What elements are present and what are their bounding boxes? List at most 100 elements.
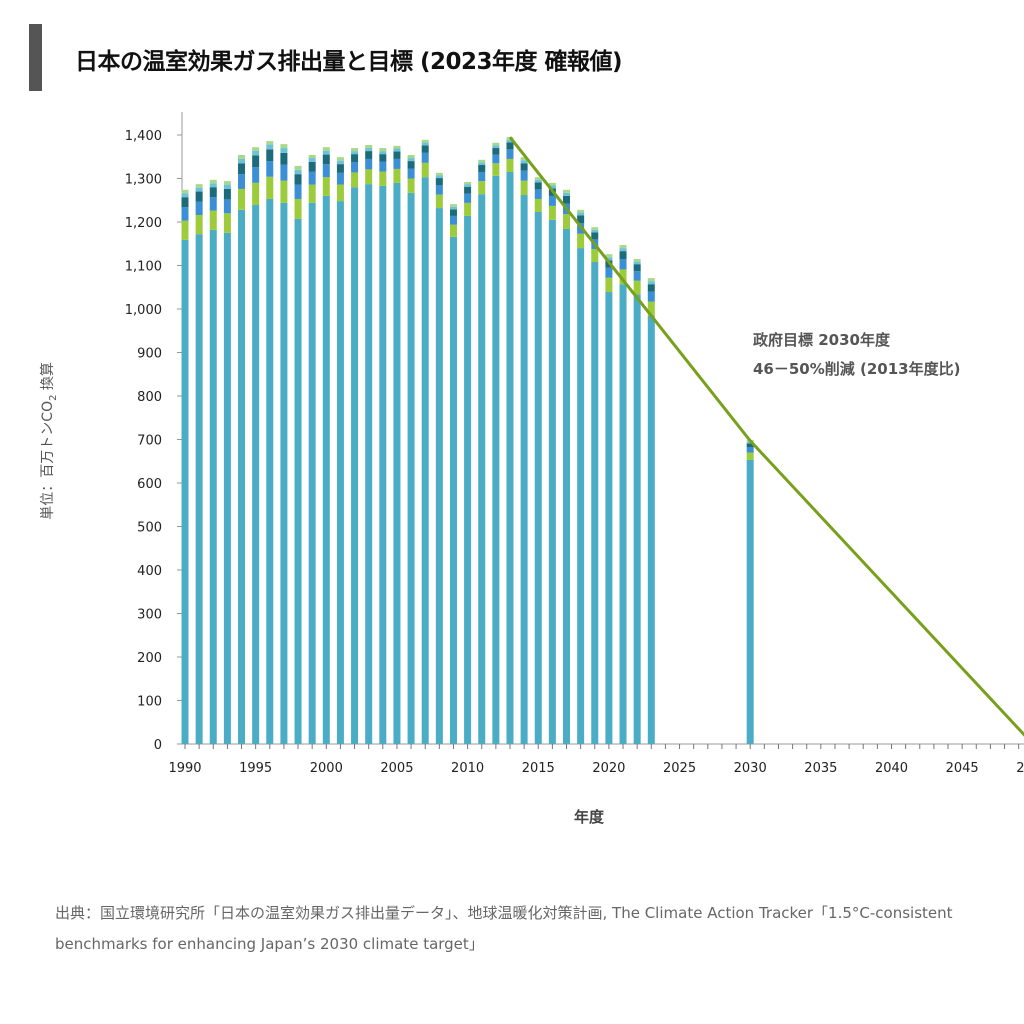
- y-axis-label-text: 単位：百万トンCO: [40, 400, 57, 520]
- bar-segment: [252, 167, 260, 183]
- bar-segment: [407, 178, 415, 193]
- bar-2021: [619, 245, 627, 744]
- y-tick-label: 1,200: [125, 216, 162, 231]
- x-tick-label: 1995: [239, 761, 272, 776]
- bar-segment: [492, 145, 500, 149]
- x-tick-label: 2035: [804, 761, 837, 776]
- bar-segment: [746, 443, 754, 448]
- bar-segment: [238, 174, 246, 189]
- bar-segment: [336, 164, 344, 173]
- bar-2006: [407, 155, 415, 745]
- bar-segment: [464, 181, 472, 185]
- bar-1996: [266, 141, 274, 744]
- x-tick-label: 2005: [380, 761, 413, 776]
- bar-2022: [633, 258, 641, 744]
- bar-segment: [294, 174, 302, 185]
- x-tick-label: 2015: [522, 761, 555, 776]
- bar-segment: [435, 175, 443, 179]
- bar-segment: [252, 182, 260, 206]
- bar-segment: [563, 192, 571, 196]
- bars: [181, 137, 754, 745]
- bar-segment: [181, 207, 189, 221]
- bar-segment: [393, 151, 401, 159]
- bar-1999: [308, 155, 316, 745]
- bar-2012: [492, 142, 500, 744]
- bar-segment: [449, 206, 457, 210]
- bar-2000: [322, 147, 330, 744]
- bar-segment: [308, 171, 316, 185]
- bar-segment: [351, 154, 359, 162]
- bar-segment: [407, 161, 415, 169]
- bar-segment: [421, 145, 429, 153]
- bar-segment: [294, 198, 302, 219]
- y-tick-label: 200: [137, 651, 162, 666]
- bar-segment: [478, 162, 486, 166]
- bar-2007: [421, 139, 429, 744]
- bar-segment: [223, 232, 231, 744]
- bar-segment: [577, 248, 585, 744]
- bar-segment: [322, 150, 330, 155]
- x-tick-label: 2040: [875, 761, 908, 776]
- bar-segment: [266, 149, 274, 162]
- bar-segment: [322, 177, 330, 196]
- bar-segment: [449, 215, 457, 225]
- bar-segment: [435, 172, 443, 176]
- bar-segment: [336, 172, 344, 185]
- bar-segment: [647, 284, 655, 292]
- bar-segment: [577, 212, 585, 216]
- bar-segment: [181, 239, 189, 744]
- x-axis: 1990 1995 2000 2005 2010 2015 2020 2025 2030 2035…: [168, 743, 1024, 776]
- bar-2020: [605, 254, 613, 744]
- bar-segment: [478, 165, 486, 172]
- bar-segment: [492, 154, 500, 164]
- y-axis: 0 100 200 300 400 500 600 700 800 900 1,000 1,100 1,…: [125, 112, 183, 753]
- bar-1994: [238, 155, 246, 744]
- bar-segment: [407, 158, 415, 162]
- bar-segment: [548, 219, 556, 744]
- bar-segment: [647, 291, 655, 302]
- bar-segment: [591, 227, 599, 230]
- bar-segment: [464, 184, 472, 187]
- bar-segment: [449, 204, 457, 207]
- bar-segment: [534, 179, 542, 183]
- bar-segment: [280, 148, 288, 153]
- y-tick-label: 100: [137, 695, 162, 710]
- x-tick-label: 2025: [663, 761, 696, 776]
- bar-segment: [633, 258, 641, 262]
- bar-segment: [464, 193, 472, 203]
- bar-segment: [421, 139, 429, 143]
- bar-segment: [478, 159, 486, 163]
- bar-segment: [577, 209, 585, 213]
- bar-segment: [492, 175, 500, 744]
- bar-segment: [238, 158, 246, 164]
- bar-segment: [506, 139, 514, 143]
- bar-segment: [181, 220, 189, 240]
- bar-segment: [294, 218, 302, 744]
- bar-segment: [209, 197, 217, 211]
- bar-segment: [365, 158, 373, 170]
- bar-segment: [478, 171, 486, 182]
- bar-1990: [181, 189, 189, 744]
- bar-segment: [435, 185, 443, 195]
- bar-2016: [548, 182, 556, 744]
- bar-segment: [209, 179, 217, 184]
- bar-segment: [238, 155, 246, 159]
- bar-2030: [746, 439, 754, 744]
- bar-segment: [591, 248, 599, 263]
- bar-segment: [393, 168, 401, 183]
- bar-segment: [591, 229, 599, 233]
- bar-segment: [181, 189, 189, 194]
- bar-segment: [647, 315, 655, 744]
- bar-segment: [195, 215, 203, 235]
- bar-segment: [449, 209, 457, 216]
- y-tick-label: 500: [137, 521, 162, 536]
- bar-2023: [647, 278, 655, 744]
- bar-segment: [209, 229, 217, 744]
- bar-segment: [492, 142, 500, 146]
- bar-segment: [633, 264, 641, 272]
- y-tick-label: 1,000: [125, 303, 162, 318]
- x-tick-label: 2030: [734, 761, 767, 776]
- bar-segment: [351, 187, 359, 744]
- bar-segment: [421, 142, 429, 146]
- bar-segment: [280, 164, 288, 181]
